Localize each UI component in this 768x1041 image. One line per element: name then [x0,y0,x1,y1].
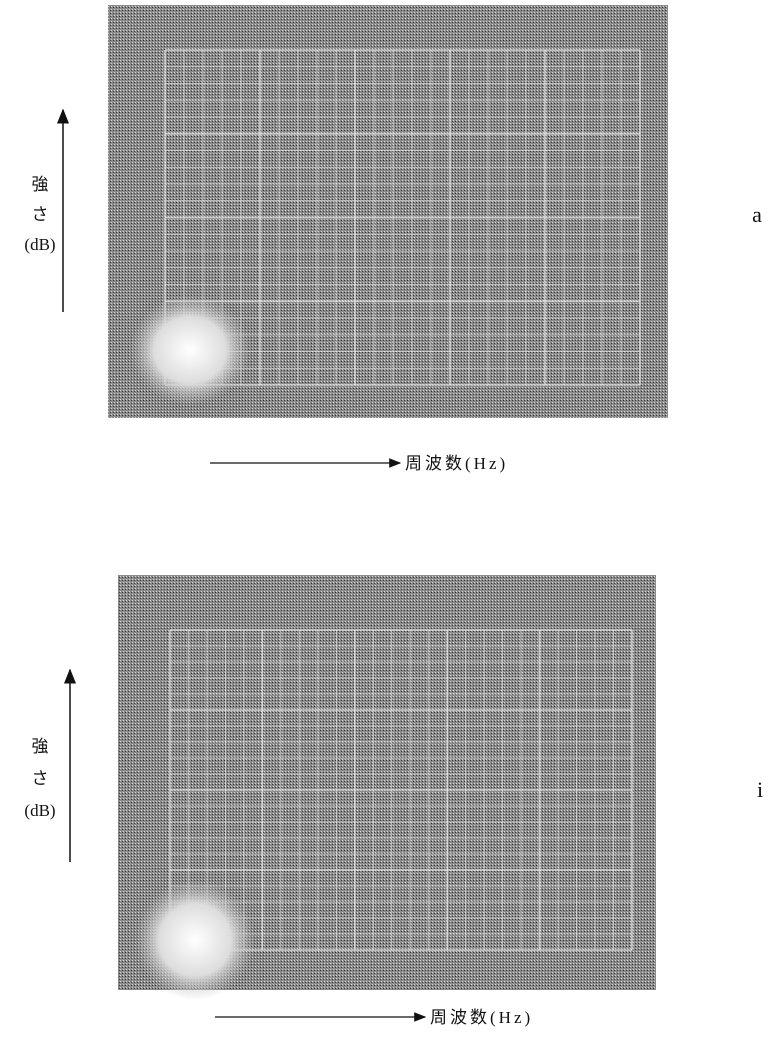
y-label: さ [32,769,49,788]
figure: 強 さ (dB) a 周波数(Hz) 強 さ (dB) i 周波数(Hz) [0,0,768,1036]
panel-a: 強 さ (dB) a 周波数(Hz) [24,5,762,473]
page-body: 強 さ (dB) a 周波数(Hz) 強 さ (dB) i 周波数(Hz) ((… [0,0,768,1036]
x-label: 周波数(Hz) [430,1008,533,1027]
glare [130,295,250,405]
glare [135,880,255,1000]
y-label: 強 [32,175,49,194]
panel-label: i [757,777,763,802]
x-label: 周波数(Hz) [405,454,508,473]
y-label: (dB) [24,235,55,254]
panel-label: a [752,202,762,227]
panel-i: 強 さ (dB) i 周波数(Hz) [24,575,763,1027]
y-label: 強 [32,737,49,756]
y-label: (dB) [24,801,55,820]
y-label: さ [32,205,49,224]
page: {"panels": [ {"label": "a", "y_axis": {"… [0,0,768,1036]
